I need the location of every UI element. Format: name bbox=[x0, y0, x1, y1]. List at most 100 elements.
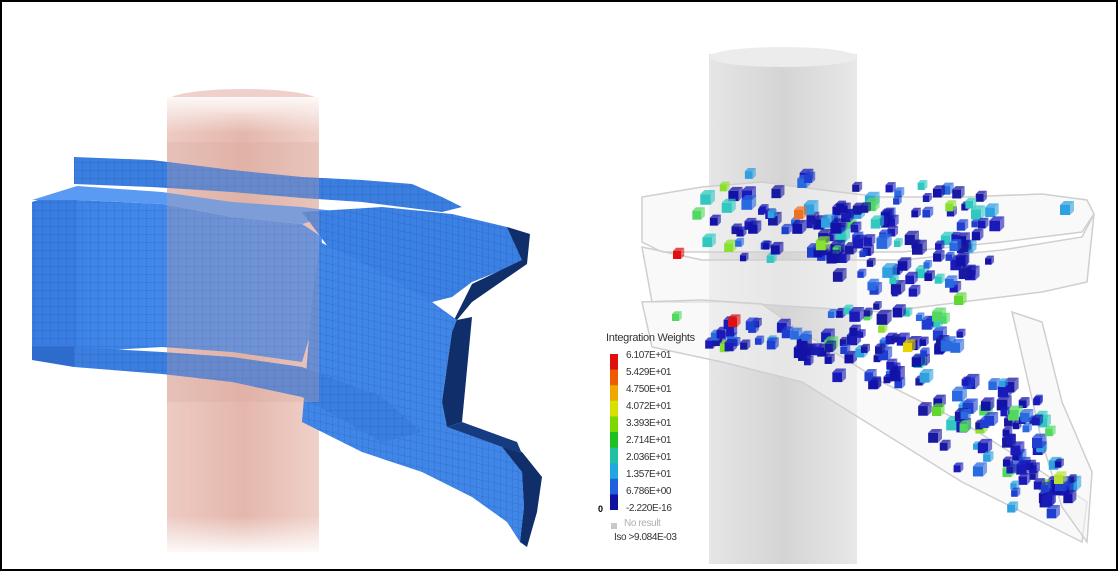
integration-point-cube bbox=[724, 239, 737, 252]
integration-point-cube bbox=[745, 317, 759, 331]
legend-color-segment bbox=[610, 432, 618, 449]
legend-color-segment bbox=[610, 416, 618, 433]
integration-point-cube bbox=[882, 263, 897, 278]
legend-label: 5.429E+01 bbox=[626, 367, 672, 378]
integration-point-cube bbox=[932, 307, 947, 322]
integration-point-cube bbox=[673, 247, 685, 259]
integration-point-cube bbox=[977, 217, 989, 229]
integration-point-cube bbox=[824, 353, 835, 364]
integration-point-cube bbox=[741, 195, 757, 210]
integration-point-cube bbox=[766, 337, 779, 350]
legend-label: 4.072E+01 bbox=[626, 401, 672, 412]
integration-point-cube bbox=[832, 368, 846, 383]
integration-point-cube bbox=[853, 234, 867, 249]
integration-point-cube bbox=[852, 181, 863, 192]
integration-point-cube bbox=[857, 329, 866, 338]
integration-point-cube bbox=[945, 200, 957, 212]
integration-point-cube bbox=[923, 260, 933, 269]
integration-point-cube bbox=[702, 233, 716, 248]
integration-point-cube bbox=[874, 343, 886, 354]
integration-point-cube bbox=[803, 200, 819, 215]
integration-point-cube bbox=[1007, 501, 1019, 513]
integration-point-cube bbox=[869, 377, 882, 390]
integration-point-cube bbox=[806, 219, 816, 229]
integration-point-cube bbox=[1006, 434, 1016, 445]
integration-point-cube bbox=[873, 301, 882, 310]
integration-point-cube bbox=[866, 257, 876, 267]
integration-point-cube bbox=[984, 411, 999, 426]
integration-point-cube bbox=[960, 408, 971, 420]
integration-point-cube bbox=[719, 181, 730, 192]
integration-point-cube bbox=[908, 284, 921, 297]
integration-point-cube bbox=[1031, 433, 1047, 449]
integration-point-cube bbox=[918, 402, 932, 416]
integration-point-cube bbox=[904, 230, 920, 246]
integration-point-cube bbox=[1010, 480, 1020, 490]
cylinder-front-overlay bbox=[167, 142, 319, 402]
integration-point-cube bbox=[827, 309, 837, 319]
integration-point-cube bbox=[876, 309, 892, 325]
integration-point-cube bbox=[972, 462, 988, 477]
integration-point-cube bbox=[952, 186, 965, 199]
integration-point-cube bbox=[919, 368, 934, 383]
integration-point-cube bbox=[815, 236, 830, 251]
integration-point-cube bbox=[1000, 407, 1010, 417]
integration-point-cube bbox=[1033, 395, 1043, 406]
integration-point-cube bbox=[801, 330, 812, 341]
integration-point-cube bbox=[977, 438, 993, 454]
integration-point-cube bbox=[1018, 472, 1031, 485]
legend-label: 1.357E+01 bbox=[626, 469, 672, 480]
integration-point-cube bbox=[932, 403, 945, 416]
integration-point-cube bbox=[1060, 201, 1074, 215]
integration-point-cube bbox=[840, 344, 851, 355]
mesh-view-svg bbox=[32, 89, 542, 552]
integration-point-cube bbox=[770, 241, 784, 255]
integration-point-cube bbox=[971, 228, 984, 241]
integration-point-cube bbox=[944, 275, 958, 288]
integration-point-cube bbox=[803, 171, 816, 183]
integration-point-cube bbox=[915, 312, 925, 322]
legend-label: 6.786E+00 bbox=[626, 486, 672, 497]
legend-no-result: No result bbox=[624, 518, 661, 529]
integration-point-cube bbox=[728, 314, 741, 327]
integration-point-cube bbox=[945, 251, 955, 261]
shell-top-flange bbox=[74, 157, 462, 212]
integration-point-cube bbox=[1054, 471, 1067, 484]
integration-point-cube bbox=[917, 180, 928, 190]
integration-point-cube bbox=[826, 249, 841, 264]
integration-point-cube bbox=[903, 339, 916, 352]
integration-point-cube bbox=[893, 196, 902, 205]
integration-point-cube bbox=[956, 219, 969, 231]
integration-point-cube bbox=[1006, 464, 1016, 474]
integration-point-cube bbox=[1022, 422, 1032, 433]
integration-point-cube bbox=[935, 240, 945, 250]
integration-point-cube bbox=[672, 311, 682, 321]
integration-point-cube bbox=[952, 386, 967, 402]
shell-lower-right-arm bbox=[302, 242, 542, 547]
left-panel-mesh-view bbox=[2, 2, 592, 569]
integration-point-cube bbox=[792, 219, 807, 234]
integration-point-cube bbox=[889, 365, 905, 382]
integration-point-cube bbox=[894, 187, 905, 198]
integration-point-cube bbox=[692, 207, 705, 220]
integration-point-cube bbox=[849, 307, 865, 322]
legend-label: 4.750E+01 bbox=[626, 384, 672, 395]
integration-point-cube bbox=[934, 273, 945, 284]
integration-point-cube bbox=[850, 221, 862, 233]
integration-point-cube bbox=[1068, 474, 1077, 483]
integration-point-cube bbox=[958, 266, 972, 280]
integration-point-cube bbox=[922, 192, 932, 203]
integration-point-cube bbox=[716, 326, 729, 339]
integration-point-cube bbox=[1020, 409, 1034, 423]
integration-point-cube bbox=[928, 428, 942, 443]
legend-title: Integration Weights bbox=[606, 332, 695, 344]
integration-point-cube bbox=[739, 252, 749, 262]
integration-point-cube bbox=[893, 238, 903, 248]
legend-label: 3.393E+01 bbox=[626, 418, 672, 429]
integration-point-cube bbox=[1045, 425, 1056, 437]
integration-point-cube bbox=[1011, 487, 1021, 497]
integration-point-cube bbox=[891, 333, 900, 343]
legend-colorbar bbox=[610, 354, 618, 510]
integration-point-cube bbox=[1054, 458, 1064, 468]
